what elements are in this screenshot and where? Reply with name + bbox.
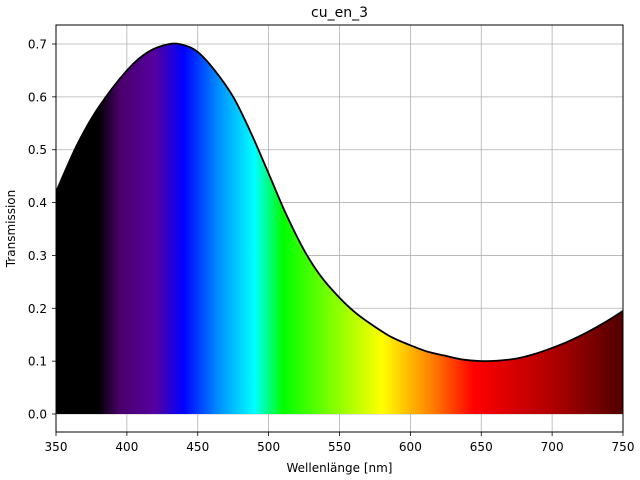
chart-title: cu_en_3 xyxy=(311,5,368,21)
x-tick-label: 450 xyxy=(186,440,209,454)
x-tick-label: 650 xyxy=(470,440,493,454)
y-tick-label: 0.6 xyxy=(28,90,47,104)
x-tick-label: 400 xyxy=(115,440,138,454)
transmission-curve xyxy=(56,42,623,363)
x-tick-label: 550 xyxy=(328,440,351,454)
y-tick-label: 0.2 xyxy=(28,302,47,316)
y-tick-label: 0.0 xyxy=(28,408,47,422)
y-tick-label: 0.7 xyxy=(28,38,47,52)
x-tick-label: 500 xyxy=(257,440,280,454)
y-axis-label: Transmission xyxy=(4,190,18,269)
y-tick-label: 0.1 xyxy=(28,355,47,369)
y-tick-label: 0.4 xyxy=(28,196,47,210)
y-axis-ticks: 0.0 0.1 0.2 0.3 0.4 0.5 0.6 0.7 xyxy=(28,38,56,422)
x-tick-label: 350 xyxy=(45,440,68,454)
x-tick-label: 700 xyxy=(541,440,564,454)
x-axis-ticks: 350 400 450 500 550 600 650 700 750 xyxy=(45,432,635,454)
x-axis-label: Wellenlänge [nm] xyxy=(287,461,393,475)
y-tick-label: 0.3 xyxy=(28,249,47,263)
y-tick-label: 0.5 xyxy=(28,143,47,157)
spectrum-fill-area xyxy=(56,43,623,414)
x-tick-label: 750 xyxy=(612,440,635,454)
x-tick-label: 600 xyxy=(399,440,422,454)
